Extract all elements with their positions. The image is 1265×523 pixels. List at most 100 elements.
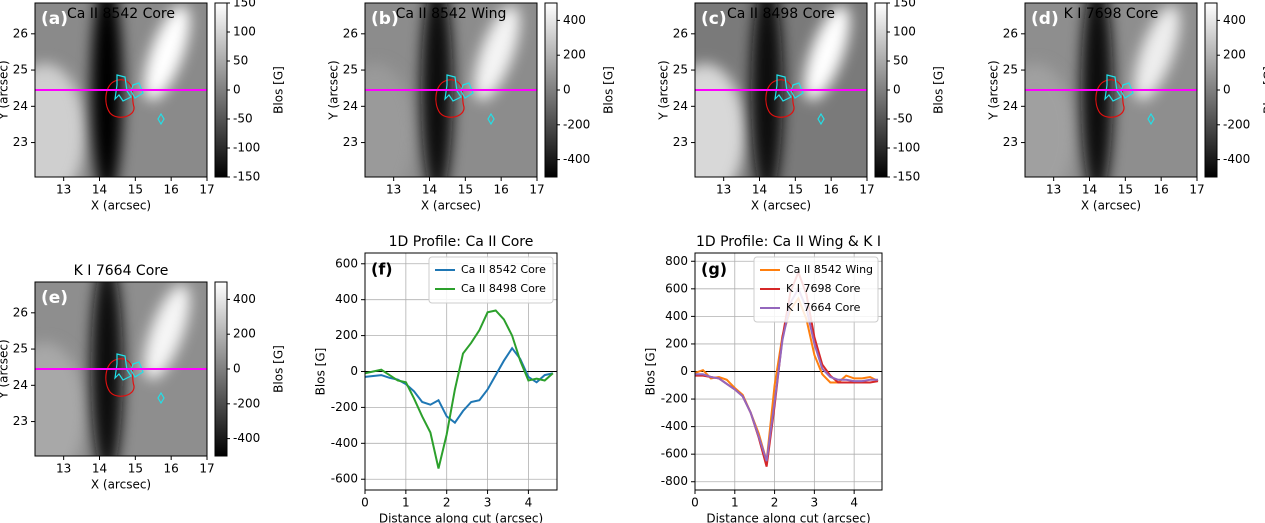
y-tick-label: 23 <box>13 135 28 149</box>
y-tick-label: -200 <box>661 392 688 406</box>
x-axis-label: X (arcsec) <box>421 199 481 213</box>
y-tick-label: 0 <box>680 364 688 378</box>
y-tick-label: 23 <box>343 135 358 149</box>
x-tick-label: 1 <box>731 496 739 510</box>
x-tick-label: 14 <box>92 183 107 197</box>
y-tick-label: -800 <box>661 474 688 488</box>
legend-label: Ca II 8498 Core <box>461 282 546 295</box>
contour-cyan <box>157 391 165 405</box>
y-tick-label: 24 <box>1003 99 1018 113</box>
panel-label: (f) <box>371 260 393 279</box>
x-tick-label: 2 <box>443 496 451 510</box>
x-axis-label: X (arcsec) <box>91 199 151 213</box>
y-tick-label: 23 <box>13 414 28 428</box>
colorbar-tick-label: 0 <box>233 362 241 376</box>
y-tick-label: -600 <box>331 472 358 486</box>
chart-title: K I 7698 Core <box>1064 6 1159 22</box>
x-tick-label: 17 <box>199 183 214 197</box>
y-tick-label: 24 <box>673 99 688 113</box>
colorbar-tick-label: 0 <box>563 83 571 97</box>
x-axis-label: X (arcsec) <box>91 478 151 492</box>
y-tick-label: 0 <box>350 364 358 378</box>
image <box>695 3 867 177</box>
colorbar-tick-label: -200 <box>233 396 260 410</box>
x-tick-label: 0 <box>361 496 369 510</box>
panel-label: (e) <box>41 288 68 308</box>
panel-label: (b) <box>371 9 399 29</box>
x-tick-label: 14 <box>1082 183 1097 197</box>
colorbar-tick-label: 200 <box>233 327 256 341</box>
x-tick-label: 13 <box>56 183 71 197</box>
chart-title: Ca II 8542 Core <box>67 6 175 22</box>
colorbar-tick-label: -400 <box>1223 152 1250 166</box>
image <box>35 282 207 456</box>
chart-title: Ca II 8498 Core <box>727 6 835 22</box>
y-axis-label: Y (arcsec) <box>0 60 11 120</box>
colorbar-tick-label: -150 <box>893 170 920 184</box>
image-blob <box>1134 5 1180 101</box>
image-left <box>1025 63 1075 177</box>
y-tick-label: 25 <box>1003 63 1018 77</box>
x-axis-label: X (arcsec) <box>1081 199 1141 213</box>
x-tick-label: 16 <box>164 183 179 197</box>
panel-label: (c) <box>701 9 727 29</box>
y-axis-label: Y (arcsec) <box>0 339 11 399</box>
x-axis-label: X (arcsec) <box>751 199 811 213</box>
y-tick-label: 24 <box>343 99 358 113</box>
x-tick-label: 4 <box>525 496 533 510</box>
x-tick-label: 16 <box>494 183 509 197</box>
colorbar-tick-label: 0 <box>233 83 241 97</box>
colorbar-label: Blos [G] <box>1262 66 1265 114</box>
chart-title: 1D Profile: Ca II Core <box>389 234 534 250</box>
colorbar-tick-label: 100 <box>233 25 256 39</box>
y-tick-label: 200 <box>665 336 688 350</box>
y-tick-label: 200 <box>335 328 358 342</box>
contour-cyan <box>487 112 495 126</box>
x-tick-label: 17 <box>859 183 874 197</box>
panel-label: (g) <box>701 260 727 279</box>
image-left <box>365 63 415 177</box>
colorbar-tick-label: 200 <box>563 48 586 62</box>
y-axis-label: Blos [G] <box>644 348 658 396</box>
legend-label: K I 7664 Core <box>786 301 861 314</box>
colorbar-tick-label: 400 <box>1223 13 1246 27</box>
x-tick-label: 15 <box>128 183 143 197</box>
x-tick-label: 13 <box>1046 183 1061 197</box>
x-tick-label: 4 <box>850 496 858 510</box>
colorbar-tick-label: -200 <box>563 117 590 131</box>
colorbar-tick-label: 200 <box>1223 48 1246 62</box>
colorbar-tick-label: 150 <box>893 0 916 10</box>
image-left <box>35 342 85 456</box>
colorbar-tick-label: -50 <box>893 112 913 126</box>
colorbar-tick-label: -100 <box>233 141 260 155</box>
x-axis-label: Distance along cut (arcsec) <box>706 512 870 523</box>
y-tick-label: 600 <box>665 281 688 295</box>
y-tick-label: 26 <box>673 26 688 40</box>
image <box>1025 3 1197 177</box>
legend-label: K I 7698 Core <box>786 282 861 295</box>
colorbar-tick-label: 100 <box>893 25 916 39</box>
axes-frame <box>694 2 868 178</box>
axes-frame <box>34 281 208 457</box>
colorbar-tick-label: 400 <box>233 292 256 306</box>
colorbar-tick-label: 50 <box>233 54 248 68</box>
y-tick-label: 26 <box>13 305 28 319</box>
legend-box <box>428 256 554 304</box>
y-axis-label: Y (arcsec) <box>987 60 1001 120</box>
axes-frame <box>694 252 883 491</box>
y-tick-label: 26 <box>13 26 28 40</box>
colorbar <box>214 2 228 178</box>
colorbar-label: Blos [G] <box>272 345 286 393</box>
colorbar-tick-label: 150 <box>233 0 256 10</box>
y-tick-label: 25 <box>13 342 28 356</box>
y-tick-label: 400 <box>335 292 358 306</box>
x-tick-label: 17 <box>1189 183 1204 197</box>
colorbar-tick-label: -50 <box>233 112 253 126</box>
colorbar-label: Blos [G] <box>272 66 286 114</box>
colorbar-tick-label: -400 <box>233 431 260 445</box>
image-blob <box>144 5 190 101</box>
colorbar-tick-label: -400 <box>563 152 590 166</box>
colorbar-label: Blos [G] <box>602 66 616 114</box>
colorbar-tick-label: -200 <box>1223 117 1250 131</box>
x-axis-label: Distance along cut (arcsec) <box>379 512 543 523</box>
